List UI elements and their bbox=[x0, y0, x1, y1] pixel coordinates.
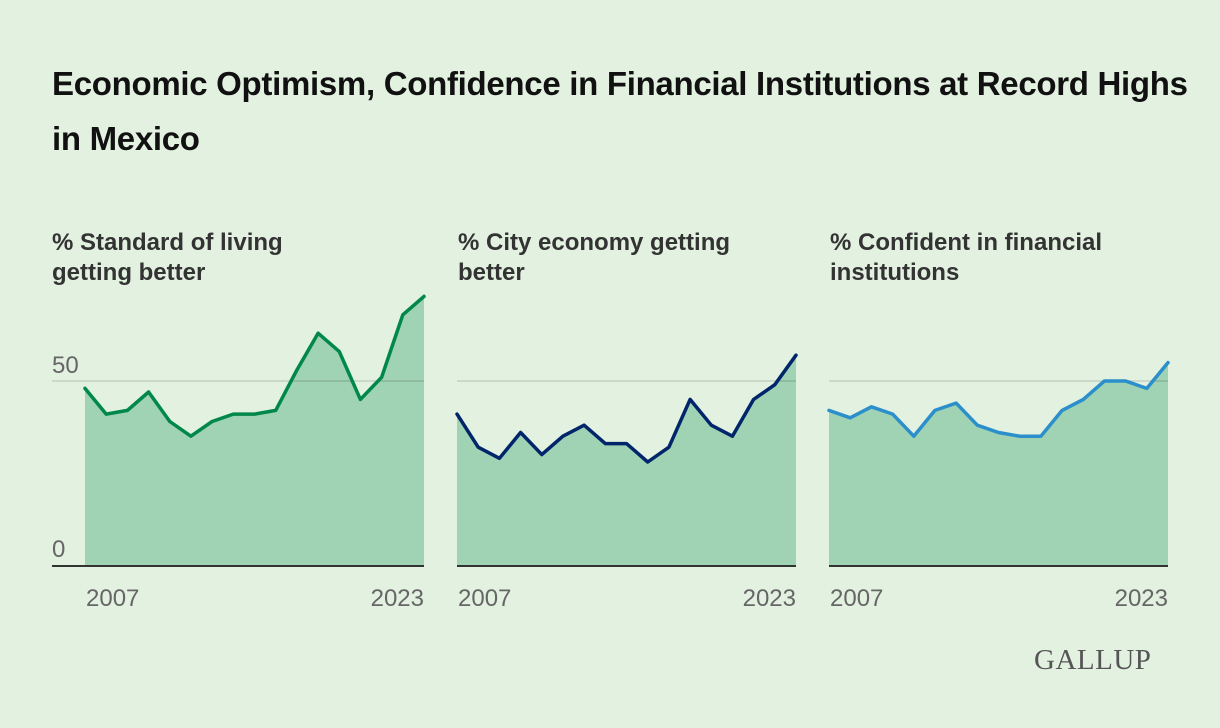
x-tick-start-3: 2007 bbox=[830, 585, 883, 612]
x-tick-start-2: 2007 bbox=[458, 585, 511, 612]
area-fill-3 bbox=[829, 362, 1168, 565]
panel-title-financial-institutions: % Confident in financial institutions bbox=[830, 229, 1103, 286]
area-fill-2 bbox=[457, 355, 796, 565]
chart-title: Economic Optimism, Confidence in Financi… bbox=[52, 65, 1188, 157]
y-tick-50: 50 bbox=[52, 352, 79, 379]
gallup-logo: GALLUP bbox=[1034, 644, 1152, 676]
area-fill-1 bbox=[85, 296, 424, 565]
x-tick-end-3: 2023 bbox=[1115, 585, 1168, 612]
x-tick-end-2: 2023 bbox=[743, 585, 796, 612]
y-tick-0: 0 bbox=[52, 536, 65, 563]
x-tick-end-1: 2023 bbox=[371, 585, 424, 612]
panel-title-city-economy: % City economy getting better bbox=[458, 229, 731, 286]
x-tick-start-1: 2007 bbox=[86, 585, 139, 612]
panel-title-standard-of-living: % Standard of living getting better bbox=[52, 229, 283, 286]
